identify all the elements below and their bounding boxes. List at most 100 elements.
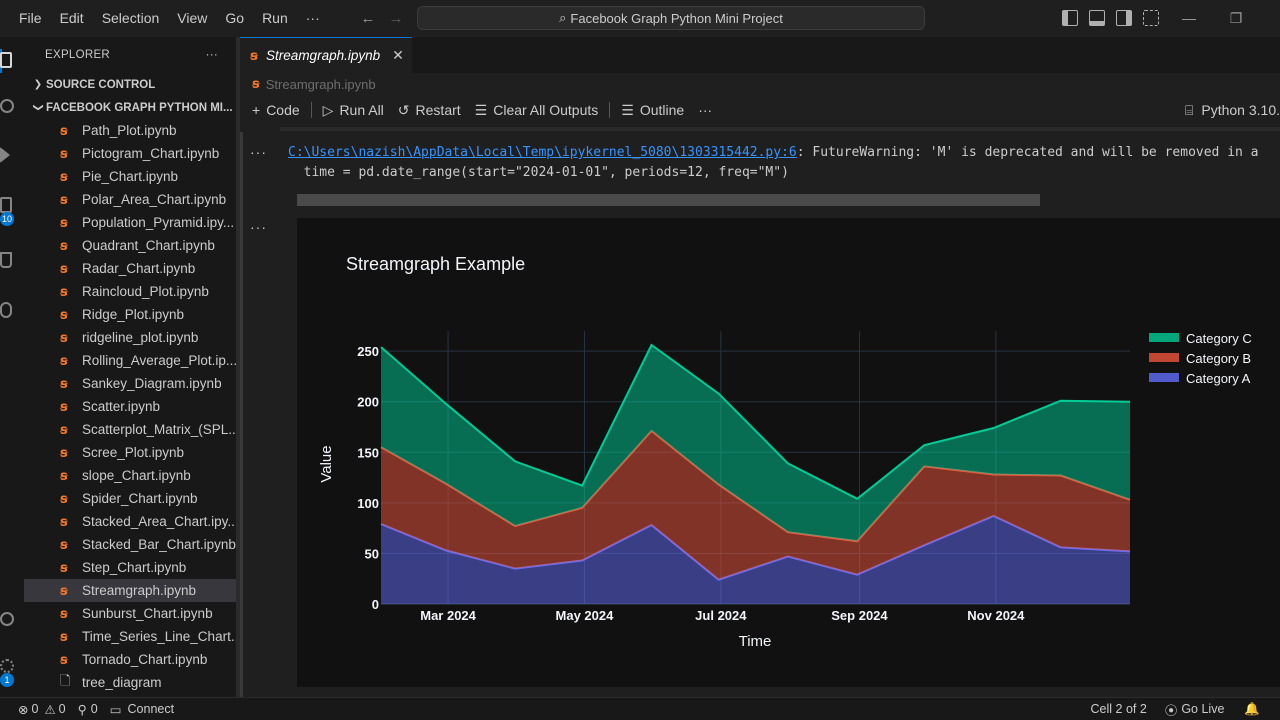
file-item[interactable]: ꞩ Step_Chart.ipynb — [24, 556, 236, 579]
chart-areas — [380, 343, 1131, 604]
explorer-icon[interactable] — [0, 52, 12, 68]
file-item[interactable]: ꞩ Scree_Plot.ipynb — [24, 441, 236, 464]
warning-code-line: time = pd.date_range(start="2024-01-01",… — [288, 165, 789, 180]
file-item[interactable]: ꞩ Radar_Chart.ipynb — [24, 257, 236, 280]
file-item[interactable]: ꞩ ridgeline_plot.ipynb — [24, 326, 236, 349]
breadcrumb[interactable]: ꞩ Streamgraph.ipynb — [240, 73, 1280, 95]
chevron-down-icon: ❯ — [32, 103, 44, 112]
legend-label: Category A — [1186, 371, 1251, 386]
settings-gear-icon[interactable] — [0, 659, 14, 673]
file-item[interactable]: ꞩ Sankey_Diagram.ipynb — [24, 372, 236, 395]
add-code-button[interactable]: + Code — [245, 102, 307, 118]
menu-selection[interactable]: Selection — [101, 10, 160, 26]
menu-run[interactable]: Run — [262, 10, 288, 26]
file-item[interactable]: ꞩ Path_Plot.ipynb — [24, 119, 236, 142]
outline-label: Outline — [639, 102, 685, 118]
menu-file[interactable]: File — [19, 10, 42, 26]
warning-link[interactable]: C:\Users\nazish\AppData\Local\Temp\ipyke… — [288, 145, 797, 160]
legend-swatch — [1149, 353, 1179, 362]
search-icon[interactable] — [0, 99, 14, 113]
run-debug-icon[interactable] — [0, 147, 10, 163]
file-item[interactable]: ꞩ Ridge_Plot.ipynb — [24, 303, 236, 326]
divider — [310, 102, 312, 118]
jupyter-icon: ꞩ — [60, 605, 68, 621]
legend-item[interactable]: Category B — [1149, 351, 1251, 366]
y-tick-label: 100 — [357, 496, 379, 511]
command-center-search[interactable]: ⌕ Facebook Graph Python Mini Project — [417, 6, 925, 30]
file-item[interactable]: ꞩ Stacked_Bar_Chart.ipynb — [24, 533, 236, 556]
file-item[interactable]: ꞩ Population_Pyramid.ipy... — [24, 211, 236, 234]
file-item[interactable]: ꞩ Polar_Area_Chart.ipynb — [24, 188, 236, 211]
output-more-icon[interactable]: ··· — [250, 144, 267, 160]
sidebar-sash[interactable] — [236, 37, 240, 697]
ports-status[interactable]: ⚲ 0 — [72, 702, 104, 717]
minimize-icon[interactable]: — — [1182, 10, 1196, 26]
database-icon[interactable] — [0, 302, 12, 318]
file-item[interactable]: ꞩ Pictogram_Chart.ipynb — [24, 142, 236, 165]
notifications-bell-icon[interactable]: 🔔 — [1244, 701, 1260, 716]
horizontal-scrollbar[interactable] — [297, 194, 1040, 206]
file-item[interactable]: ꞩ Raincloud_Plot.ipynb — [24, 280, 236, 303]
file-item[interactable]: ꞩ Streamgraph.ipynb — [24, 579, 236, 602]
file-item[interactable]: ꞩ Scatterplot_Matrix_(SPL... — [24, 418, 236, 441]
customize-layout-icon[interactable] — [1143, 10, 1159, 26]
forward-arrow-icon[interactable]: → — [388, 10, 404, 27]
run-all-button[interactable]: ▷ Run All — [316, 102, 391, 119]
plot-more-icon[interactable]: ··· — [250, 219, 267, 235]
toggle-secondary-sidebar-icon[interactable] — [1116, 10, 1132, 26]
toggle-sidebar-icon[interactable] — [1062, 10, 1078, 26]
jupyter-icon: ꞩ — [250, 47, 259, 63]
menu-more[interactable]: ··· — [305, 10, 320, 26]
outline-button[interactable]: ☰ Outline — [614, 102, 691, 119]
file-item[interactable]: ꞩ slope_Chart.ipynb — [24, 464, 236, 487]
restore-icon[interactable]: ❐ — [1229, 10, 1243, 26]
legend-item[interactable]: Category C — [1149, 331, 1252, 346]
file-item[interactable]: ꞩ Sunburst_Chart.ipynb — [24, 602, 236, 625]
connect-status[interactable]: ▭ Connect — [104, 702, 180, 717]
restart-label: Restart — [415, 102, 461, 118]
file-item[interactable]: ꞩ Tornado_Chart.ipynb — [24, 648, 236, 671]
file-item[interactable]: ꞩ Time_Series_Line_Chart.... — [24, 625, 236, 648]
file-label: Scree_Plot.ipynb — [82, 445, 185, 460]
file-label: Step_Chart.ipynb — [82, 560, 187, 575]
file-item[interactable]: ꞩ Pie_Chart.ipynb — [24, 165, 236, 188]
cell-position-status[interactable]: Cell 2 of 2 — [1090, 702, 1147, 716]
accounts-icon[interactable] — [0, 612, 14, 626]
menu-edit[interactable]: Edit — [59, 10, 84, 26]
menu-view[interactable]: View — [177, 10, 208, 26]
jupyter-icon: ꞩ — [60, 352, 68, 368]
x-axis-label: Time — [739, 633, 772, 650]
activity-bar: 10 1 — [0, 37, 24, 697]
close-icon[interactable]: ✕ — [392, 47, 404, 63]
source-control-icon[interactable] — [0, 197, 12, 213]
legend-item[interactable]: Category A — [1149, 371, 1251, 386]
area-category-b — [381, 431, 1130, 580]
section-project[interactable]: ❯ FACEBOOK GRAPH PYTHON MI... — [24, 96, 236, 119]
jupyter-icon: ꞩ — [60, 214, 68, 230]
clear-outputs-button[interactable]: ☰ Clear All Outputs — [468, 102, 606, 119]
kernel-icon: ⌸ — [1184, 101, 1194, 118]
explorer-more-icon[interactable]: ··· — [205, 49, 218, 61]
file-label: Path_Plot.ipynb — [82, 123, 177, 138]
file-item[interactable]: ꞩ Spider_Chart.ipynb — [24, 487, 236, 510]
file-label: Polar_Area_Chart.ipynb — [82, 192, 227, 207]
file-label: Streamgraph.ipynb — [82, 583, 197, 598]
kernel-picker[interactable]: ⌸ Python 3.10. — [1185, 95, 1280, 125]
file-label: Rolling_Average_Plot.ip... — [82, 353, 236, 368]
file-item[interactable]: ꞩ Scatter.ipynb — [24, 395, 236, 418]
toggle-panel-icon[interactable] — [1089, 10, 1105, 26]
back-arrow-icon[interactable]: ← — [360, 10, 376, 27]
file-item[interactable]: ꞩ Quadrant_Chart.ipynb — [24, 234, 236, 257]
file-item[interactable]: ꞩ Rolling_Average_Plot.ip... — [24, 349, 236, 372]
tab-streamgraph[interactable]: ꞩ Streamgraph.ipynb ✕ — [240, 37, 412, 73]
toolbar-more-button[interactable]: ··· — [691, 102, 719, 118]
restart-button[interactable]: ↺ Restart — [391, 102, 468, 119]
jupyter-icon: ꞩ — [60, 582, 68, 598]
file-item[interactable]: ꞩ Stacked_Area_Chart.ipy... — [24, 510, 236, 533]
problems-status[interactable]: ⊗ 0 ⚠ 0 — [0, 702, 72, 717]
testing-flask-icon[interactable] — [0, 252, 12, 268]
section-source-control[interactable]: ❯ SOURCE CONTROL — [24, 73, 236, 96]
file-item[interactable]: 🗋 tree_diagram — [24, 671, 236, 694]
menu-go[interactable]: Go — [225, 10, 245, 26]
go-live-status[interactable]: ⦿ Go Live — [1159, 700, 1231, 719]
